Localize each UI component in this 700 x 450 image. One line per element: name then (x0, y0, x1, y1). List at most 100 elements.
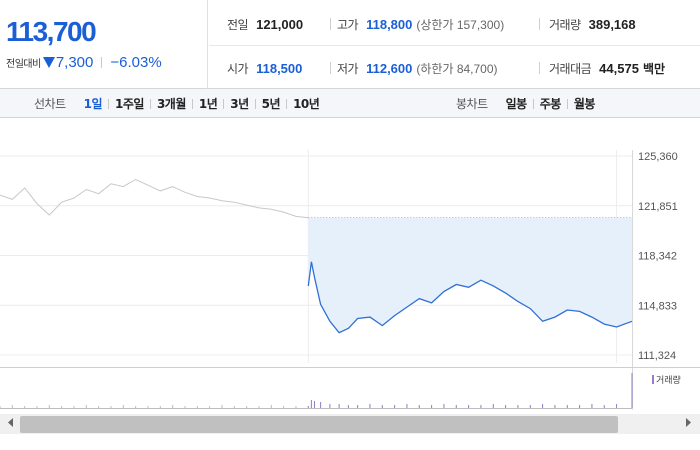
volume-bar (24, 406, 26, 408)
volume-bar (579, 405, 581, 408)
volume-bar (394, 405, 396, 408)
volume-bar (110, 406, 112, 408)
scroll-right-icon[interactable] (686, 418, 691, 427)
stat-label: 시가 (227, 62, 249, 76)
current-price: 113,700 (6, 16, 97, 47)
stat-low: 저가 112,600 (하한가 84,700) (337, 60, 498, 77)
volume-bar (529, 405, 531, 408)
volume-bar (258, 406, 260, 408)
stat-label: 거래량 (549, 18, 581, 32)
volume-bar (11, 405, 13, 408)
y-tick-label: 118,342 (638, 251, 677, 263)
volume-bar (369, 404, 371, 408)
volume-bar (209, 406, 211, 408)
volume-bar (61, 406, 63, 408)
stat-value: 44,575 (599, 61, 639, 76)
divider (223, 98, 225, 109)
volume-bar (172, 405, 174, 408)
volume-bar (631, 373, 633, 408)
volume-bar (313, 401, 315, 408)
line-chart-title: 선차트 (34, 97, 66, 111)
horizontal-scrollbar[interactable] (0, 414, 700, 434)
volume-bar (246, 406, 248, 408)
tab-weekly-candle[interactable]: 주봉 (539, 97, 562, 111)
y-tick-label: 111,324 (638, 350, 676, 362)
intraday-chart: 125,360 121,851 118,342 114,833 111,324 거래량 (0, 118, 700, 450)
volume-bar (147, 406, 149, 408)
stat-high: 고가 118,800 (상한가 157,300) (337, 16, 504, 33)
divider (191, 98, 193, 109)
volume-bar (406, 404, 408, 408)
tab-1year[interactable]: 1년 (198, 97, 218, 111)
volume-bar (295, 406, 297, 408)
volume-legend-label: 거래량 (656, 374, 681, 386)
volume-bar (418, 405, 420, 408)
volume-bar (159, 406, 161, 408)
volume-bar (283, 406, 285, 408)
quote-header: 113,700 전일대비 7,300 −6.03% 전일 121,000 고가 … (0, 0, 700, 89)
volume-bar (135, 406, 137, 408)
candle-chart-tabs: 봉차트 일봉 주봉 월봉 (456, 89, 601, 118)
tab-daily-candle[interactable]: 일봉 (505, 97, 528, 111)
scroll-left-icon[interactable] (8, 418, 13, 427)
tab-3year[interactable]: 3년 (230, 97, 249, 111)
volume-legend: 거래량 (652, 374, 681, 386)
stat-value: 121,000 (256, 17, 304, 32)
volume-bar (48, 405, 50, 408)
divider (108, 98, 110, 109)
change-percent: −6.03% (110, 54, 162, 71)
tab-10year[interactable]: 10년 (293, 97, 320, 111)
volume-bar (98, 406, 100, 408)
change-row: 전일대비 7,300 −6.03% (6, 54, 162, 71)
stat-label: 고가 (337, 18, 359, 32)
divider (286, 98, 288, 109)
tab-3month[interactable]: 3개월 (156, 97, 186, 111)
volume-bar (603, 405, 605, 408)
tab-1week[interactable]: 1주일 (115, 97, 144, 111)
stat-value: 118,800 (366, 17, 413, 32)
down-arrow-icon (42, 57, 55, 68)
volume-bar (221, 405, 223, 408)
volume-bar (455, 405, 457, 408)
stat-value: 389,168 (588, 17, 636, 32)
volume-bar (517, 405, 519, 408)
stat-unit: 백만 (642, 62, 666, 76)
chart-tab-bar: 선차트 1일 1주일 3개월 1년 3년 5년 10년 봉차트 일봉 주봉 월봉 (0, 89, 700, 118)
stats-panel: 전일 121,000 고가 118,800 (상한가 157,300) 거래량 … (209, 0, 700, 89)
stat-open: 시가 118,500 (227, 60, 302, 77)
tab-5year[interactable]: 5년 (261, 97, 281, 111)
divider (539, 62, 540, 74)
volume-bar (505, 405, 507, 408)
row-divider (209, 45, 700, 46)
volume-bar (310, 400, 312, 408)
stat-trade-value: 거래대금 44,575 백만 (549, 60, 665, 77)
volume-bar (233, 406, 235, 408)
tab-1day[interactable]: 1일 (83, 97, 103, 111)
divider (539, 18, 540, 30)
volume-bar (329, 404, 331, 408)
stat-label: 저가 (337, 62, 359, 76)
volume-bar (554, 405, 556, 408)
stat-volume: 거래량 389,168 (549, 16, 636, 33)
volume-bar (320, 402, 322, 408)
volume-bar (468, 405, 470, 408)
change-label: 전일대비 (6, 59, 41, 70)
line-chart-tabs: 선차트 1일 1주일 3개월 1년 3년 5년 10년 (34, 89, 325, 118)
volume-bars (0, 373, 633, 408)
stat-prev-close: 전일 121,000 (227, 16, 303, 33)
volume-bar (85, 405, 87, 408)
volume-legend-swatch (652, 375, 654, 384)
stat-note: (상한가 157,300) (416, 18, 505, 32)
divider (149, 98, 151, 109)
divider (532, 98, 534, 109)
volume-bar (270, 405, 272, 408)
tab-monthly-candle[interactable]: 월봉 (573, 97, 596, 111)
volume-bar (431, 405, 433, 408)
y-axis: 125,360 121,851 118,342 114,833 111,324 (638, 151, 678, 362)
volume-bar (36, 406, 38, 408)
volume-bar (480, 405, 482, 408)
stat-value: 112,600 (366, 61, 413, 76)
y-tick-label: 121,851 (638, 201, 678, 213)
scrollbar-thumb[interactable] (20, 416, 618, 433)
volume-bar (338, 404, 340, 408)
